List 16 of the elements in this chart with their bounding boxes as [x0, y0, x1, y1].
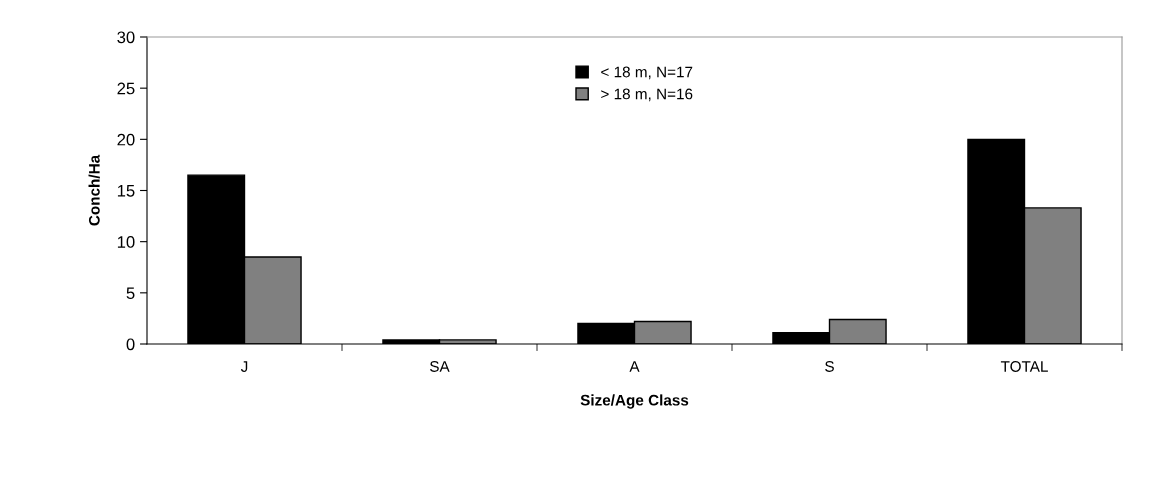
- x-axis-title: Size/Age Class: [580, 394, 689, 409]
- y-tick-label: 0: [126, 338, 135, 351]
- legend-label: < 18 m, N=17: [601, 66, 693, 80]
- y-tick-label: 15: [117, 185, 135, 197]
- x-tick-label: J: [240, 361, 248, 372]
- x-tick-label: S: [825, 361, 834, 372]
- y-tick-label: 30: [117, 31, 135, 44]
- x-tick-label: A: [629, 361, 640, 372]
- x-tick-label: SA: [430, 361, 450, 372]
- y-tick-label: 25: [117, 82, 135, 95]
- x-tick-label: TOTAL: [1000, 361, 1048, 372]
- y-tick-label: 10: [117, 236, 135, 248]
- y-tick-label: 20: [117, 133, 135, 146]
- y-axis-title: Conch/Ha: [88, 154, 100, 226]
- legend-label: > 18 m, N=16: [601, 88, 693, 102]
- y-tick-label: 5: [126, 287, 135, 300]
